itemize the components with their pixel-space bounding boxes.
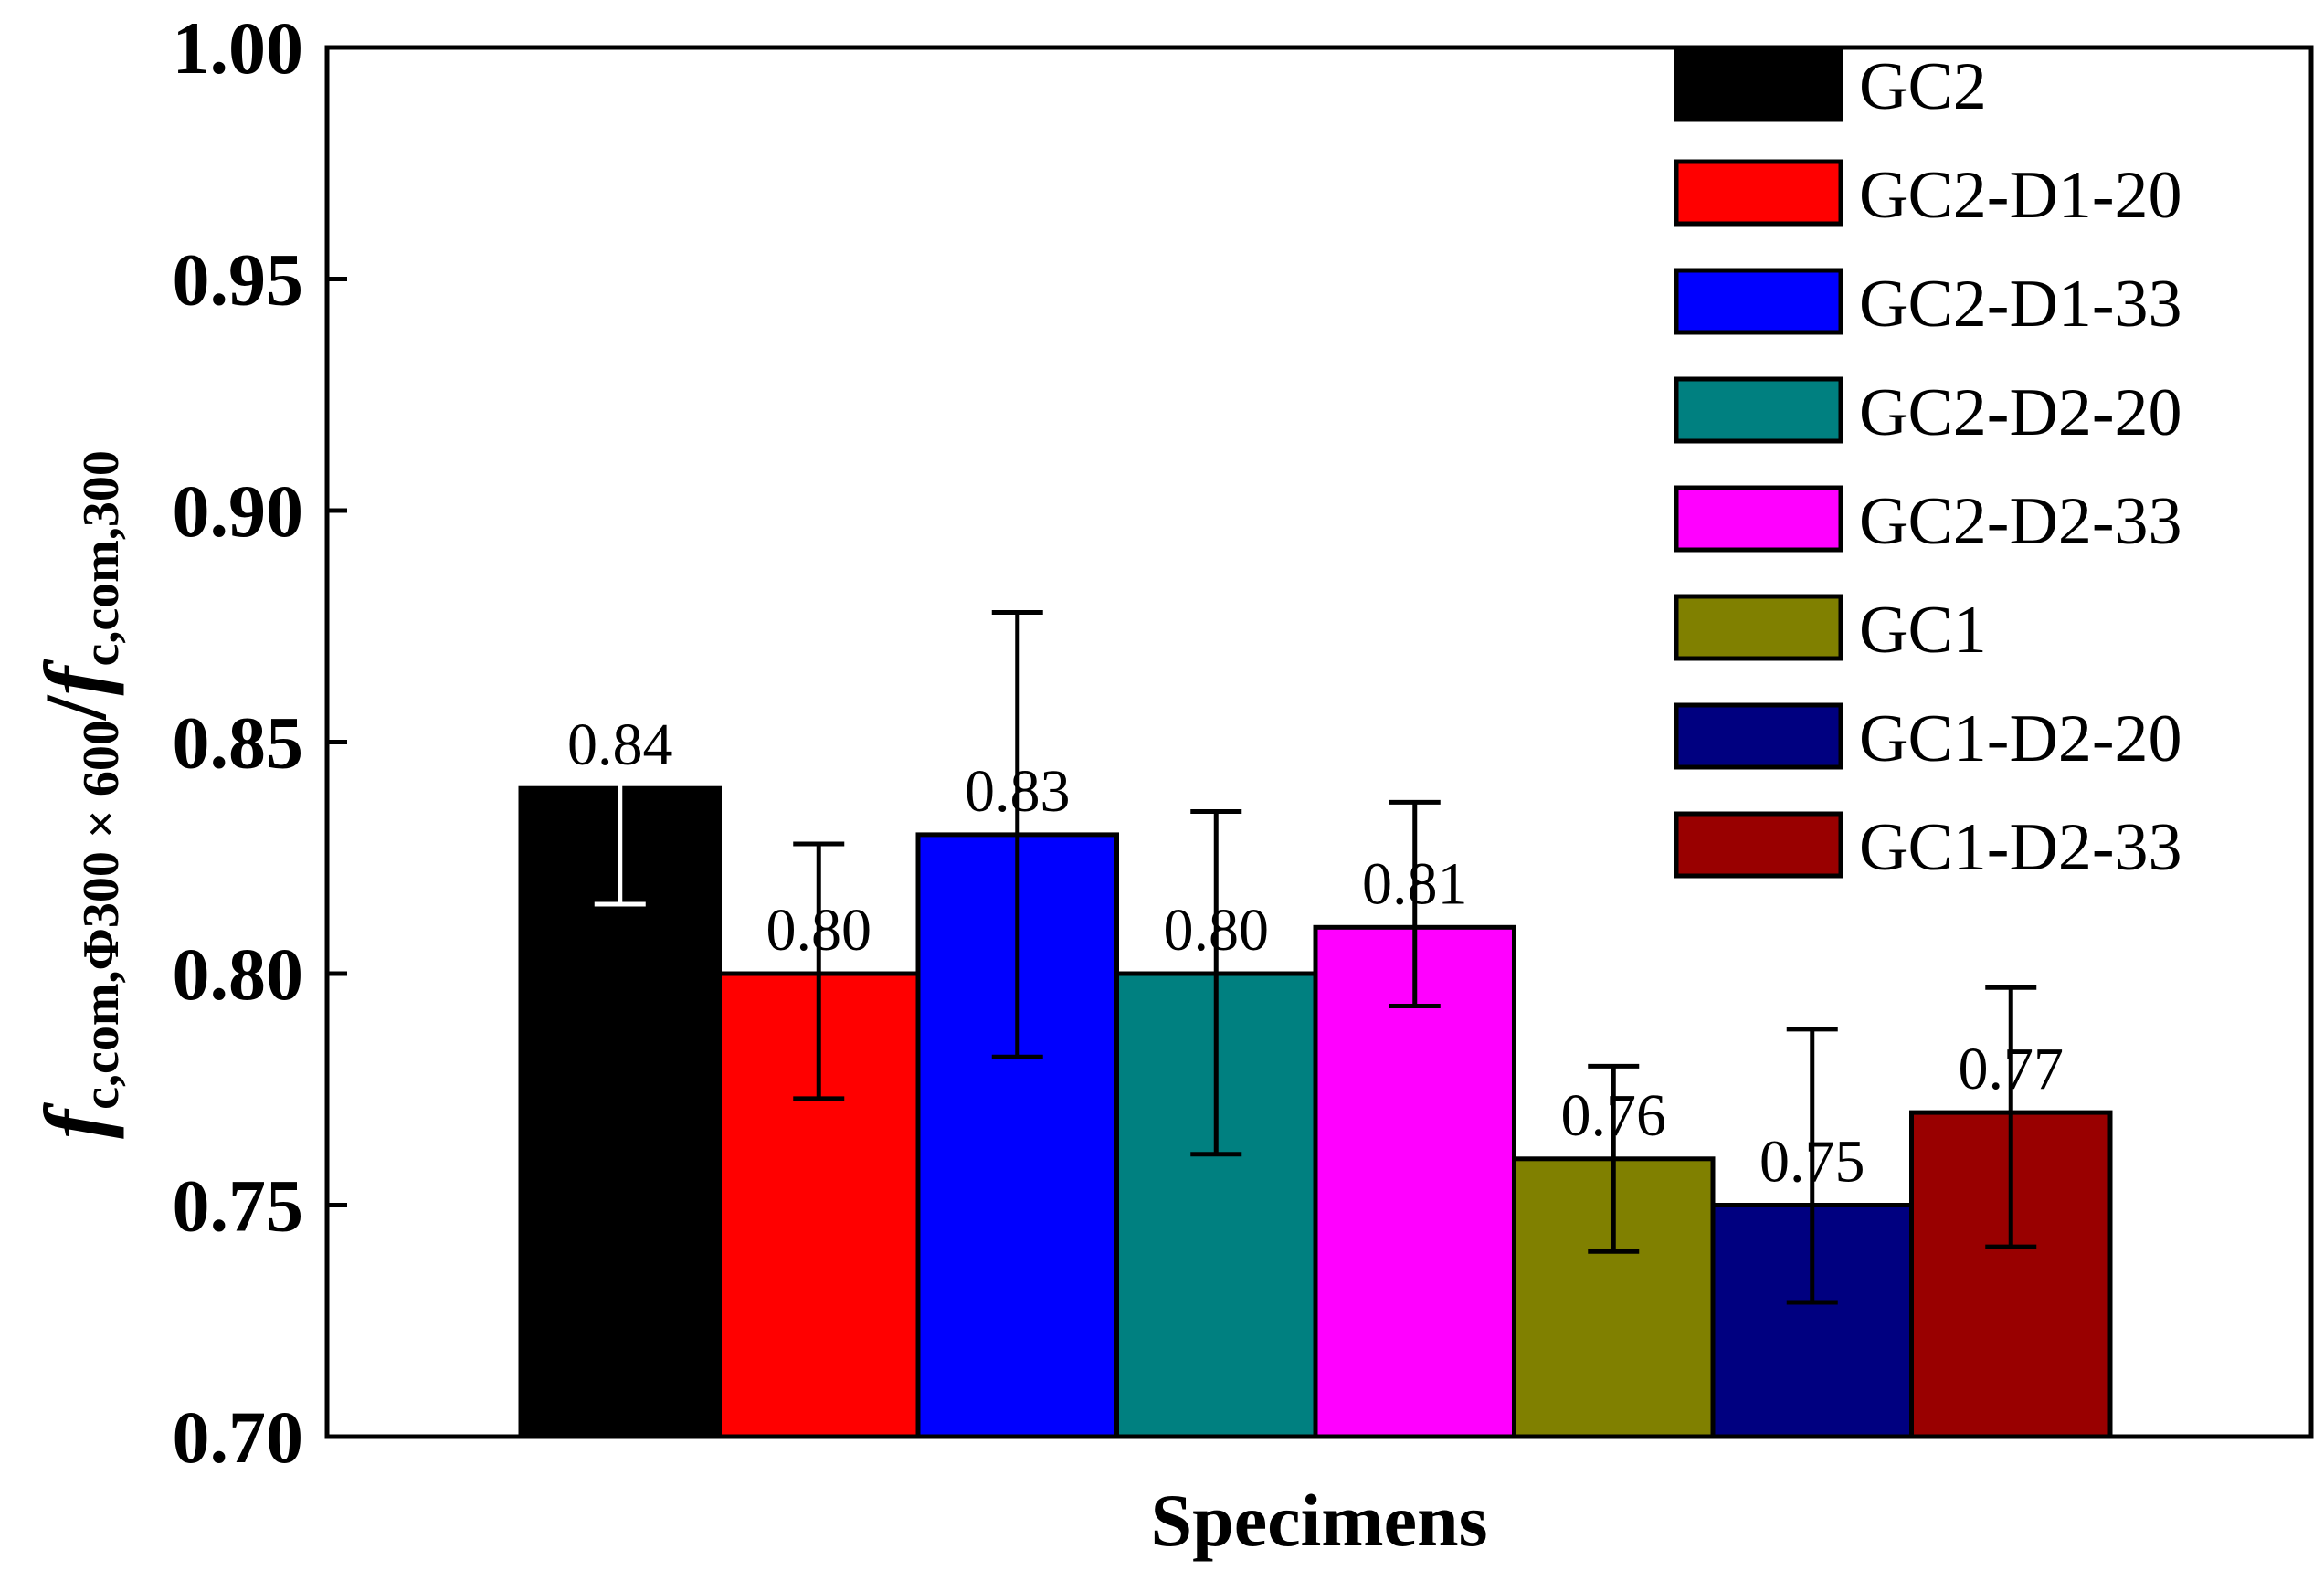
data-label-GC2-D1-20: 0.80: [766, 897, 872, 964]
y-tick-label-3: 0.85: [173, 701, 304, 785]
legend-item-GC2-D2-20: GC2-D2-20: [1674, 375, 2182, 450]
legend-label: GC1: [1859, 593, 1987, 668]
data-label-GC2-D2-20: 0.80: [1164, 897, 1270, 964]
y-tick-label-2: 0.80: [173, 933, 304, 1016]
legend-item-GC2: GC2: [1674, 46, 1987, 124]
y-axis-title-slash: /: [26, 694, 124, 721]
error-bar-GC2-D2-20: [1190, 809, 1242, 1157]
legend-label: GC2: [1859, 49, 1987, 124]
legend-swatch: [1674, 46, 1843, 122]
y-tick-label-4: 0.90: [173, 469, 304, 553]
legend-item-GC1: GC1: [1674, 593, 1987, 668]
y-axis-title-sub2: c,com,300: [73, 450, 130, 666]
data-label-GC1-D2-20: 0.75: [1759, 1129, 1865, 1196]
legend-swatch: [1674, 159, 1843, 227]
legend-item-GC2-D1-33: GC2-D1-33: [1674, 267, 2182, 342]
error-bar-GC2-D1-33: [991, 610, 1043, 1059]
legend-swatch: [1674, 702, 1843, 770]
y-tick-label-0: 0.70: [173, 1396, 304, 1479]
x-axis-title: Specimens: [1151, 1479, 1488, 1562]
legend-swatch: [1674, 594, 1843, 661]
data-labels-layer: 0.84 0.80 0.83 0.80 0.81 0.76 0.75 0.77: [567, 711, 2064, 1195]
legend-label: GC1-D2-33: [1859, 810, 2182, 885]
data-label-GC2-D1-33: 0.83: [965, 758, 1071, 825]
legend-item-GC1-D2-20: GC1-D2-20: [1674, 701, 2182, 776]
error-bar-GC1: [1588, 1063, 1640, 1254]
legend-label: GC2-D1-33: [1859, 267, 2182, 342]
bars-layer: [518, 785, 2113, 1439]
legend-label: GC2-D2-33: [1859, 484, 2182, 559]
error-bar-GC2-D2-33: [1389, 799, 1441, 1008]
error-bar-GC2-D1-20: [793, 841, 845, 1101]
data-label-GC2: 0.84: [567, 711, 673, 778]
legend-label: GC1-D2-20: [1859, 701, 2182, 776]
data-label-GC1-D2-33: 0.77: [1959, 1036, 2065, 1102]
legend-swatch: [1674, 811, 1843, 879]
legend-swatch: [1674, 376, 1843, 444]
legend-item-GC2-D1-20: GC2-D1-20: [1674, 158, 2182, 233]
legend-label: GC2-D2-20: [1859, 375, 2182, 450]
data-label-GC1: 0.76: [1561, 1082, 1667, 1149]
legend-swatch: [1674, 485, 1843, 553]
error-bar-GC1-D2-20: [1786, 1027, 1838, 1305]
legend: GC2 GC2-D1-20 GC2-D1-33 GC2-D2-20 GC2-D2-33 G…: [1674, 46, 2182, 885]
error-bars-layer: [594, 610, 2037, 1305]
legend-label: GC2-D1-20: [1859, 158, 2182, 233]
y-tick-label-6: 1.00: [173, 6, 304, 90]
error-bar-GC1-D2-33: [1985, 985, 2037, 1249]
y-axis-ticks: 0.70 0.75 0.80 0.85 0.90 0.95 1.00: [173, 6, 347, 1479]
y-tick-label-5: 0.95: [173, 238, 304, 321]
legend-swatch: [1674, 268, 1843, 335]
data-label-GC2-D2-33: 0.81: [1362, 850, 1468, 917]
legend-item-GC2-D2-33: GC2-D2-33: [1674, 484, 2182, 559]
y-tick-label-1: 0.75: [173, 1164, 304, 1248]
y-axis-title-sub1: c,com,Φ300 × 600: [73, 720, 130, 1110]
legend-item-GC1-D2-33: GC1-D2-33: [1674, 810, 2182, 885]
y-axis-title: fc,com,Φ300 × 600/fc,com,300: [26, 450, 130, 1139]
error-bar-GC2: [594, 665, 646, 907]
